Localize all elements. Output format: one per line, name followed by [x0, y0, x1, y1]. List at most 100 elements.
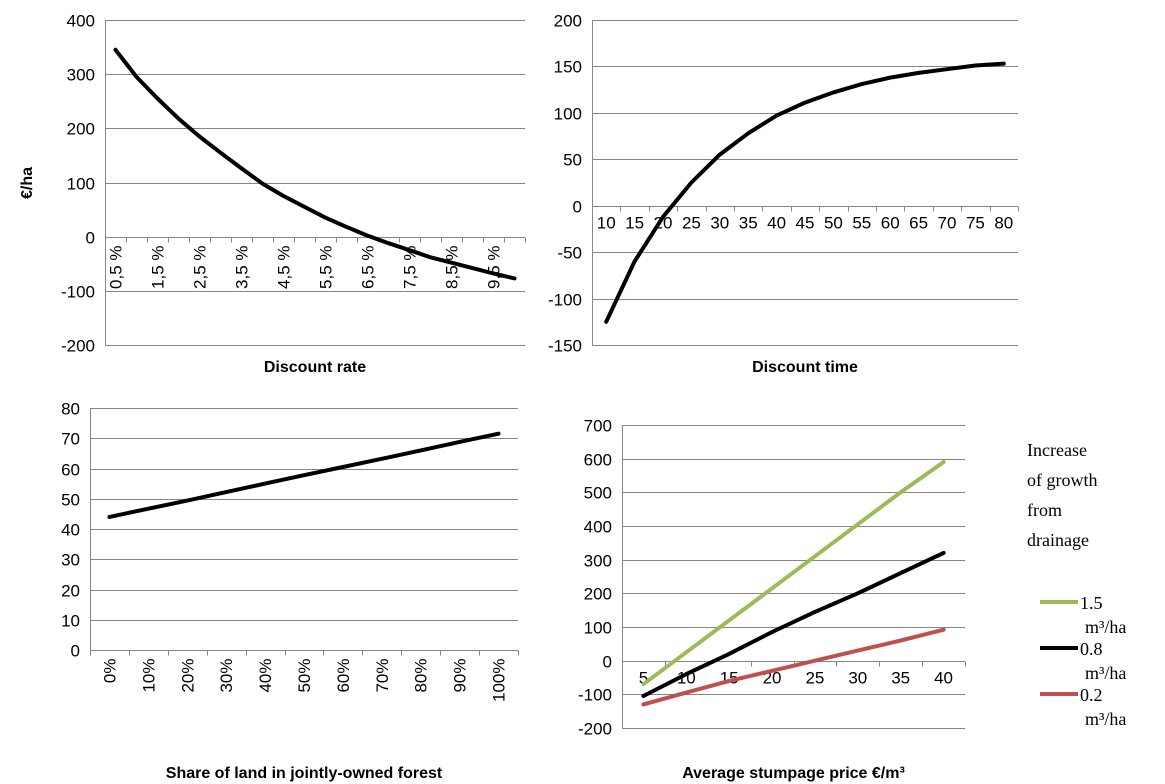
y-tick-label: 400	[67, 12, 95, 31]
x-axis-title: Average stumpage price €/m³	[682, 765, 905, 782]
x-tick-label: 50	[824, 214, 843, 233]
y-tick-label: 0	[573, 198, 582, 217]
x-tick-label: 25	[682, 214, 701, 233]
y-tick-label: 300	[584, 552, 612, 571]
x-tick-label: 30	[710, 214, 729, 233]
x-tick-label: 40	[934, 669, 953, 688]
x-tick-label: 10%	[139, 659, 158, 693]
x-tick-label: 70%	[373, 659, 392, 693]
legend-entry-label: 1.5	[1080, 593, 1103, 613]
y-tick-label: 100	[584, 619, 612, 638]
x-tick-label: 45	[796, 214, 815, 233]
series-line	[641, 550, 946, 698]
x-tick-label: 3,5 %	[233, 246, 252, 289]
x-tick-label: 9,5 %	[485, 246, 504, 289]
y-tick-label: 150	[554, 58, 582, 77]
y-tick-label: -150	[548, 337, 582, 356]
y-tick-label: 100	[67, 175, 95, 194]
y-tick-label: 200	[584, 585, 612, 604]
x-tick-label: 20%	[178, 659, 197, 693]
x-tick-label: 30%	[217, 659, 236, 693]
x-tick-label: 4,5 %	[275, 246, 294, 289]
x-tick-label: 60%	[334, 659, 353, 693]
legend-title: drainage	[1027, 530, 1089, 550]
x-axis-title: Discount time	[752, 359, 858, 376]
y-tick-label: 600	[584, 451, 612, 470]
x-tick-label: 6,5 %	[359, 246, 378, 289]
x-tick-label: 35	[739, 214, 758, 233]
y-tick-label: 200	[554, 12, 582, 31]
y-tick-label: 40	[61, 521, 80, 540]
y-tick-label: 70	[61, 430, 80, 449]
x-tick-label: 80	[994, 214, 1013, 233]
x-axis-title: Discount rate	[264, 359, 366, 376]
x-tick-label: 7,5 %	[401, 246, 420, 289]
y-tick-label: -100	[548, 291, 582, 310]
y-tick-label: 0	[603, 653, 612, 672]
x-tick-label: 0%	[100, 659, 119, 684]
x-tick-label: 100%	[490, 659, 509, 702]
x-tick-label: 70	[938, 214, 957, 233]
x-tick-label: 10	[597, 214, 616, 233]
x-tick-label: 5,5 %	[317, 246, 336, 289]
legend-entry-label: m³/ha	[1085, 617, 1126, 637]
y-tick-label: 60	[61, 461, 80, 480]
x-tick-label: 50%	[295, 659, 314, 693]
x-axis-title: Share of land in jointly-owned forest	[166, 765, 443, 782]
series-line	[113, 47, 517, 281]
x-tick-label: 35	[891, 669, 910, 688]
x-tick-label: 40%	[256, 659, 275, 693]
chart-share-of-land: 0 10 20 30 40 50 60 70 80 0% 10% 20% 30% 40% 50% 60% 70%…	[61, 400, 519, 782]
x-tick-label: 15	[625, 214, 644, 233]
y-tick-label: 10	[61, 612, 80, 631]
y-tick-label: 20	[61, 582, 80, 601]
legend-entry-label: 0.2	[1080, 685, 1103, 705]
x-tick-label: 40	[767, 214, 786, 233]
x-tick-label: 55	[852, 214, 871, 233]
y-tick-label: 30	[61, 551, 80, 570]
series-line	[641, 627, 946, 707]
legend-entry-label: m³/ha	[1085, 663, 1126, 683]
chart-discount-rate: -200 -100 0 100 200 300 400 0,5 % 1,5 % 2,5 % 3,5 …	[19, 12, 526, 376]
legend-entry-label: 0.8	[1080, 639, 1103, 659]
y-tick-label: -100	[578, 686, 612, 705]
series-line	[604, 61, 1006, 324]
legend-entry-label: m³/ha	[1085, 709, 1126, 729]
x-tick-label: 1,5 %	[149, 246, 168, 289]
y-tick-label: -200	[61, 337, 95, 356]
y-tick-label: 500	[584, 484, 612, 503]
y-tick-label: 50	[61, 491, 80, 510]
x-tick-label: 5	[639, 669, 648, 688]
series-line	[107, 431, 501, 519]
x-tick-label: 8,5 %	[443, 246, 462, 289]
series-line	[641, 460, 946, 687]
y-tick-label: -200	[578, 720, 612, 739]
x-tick-label: 80%	[412, 659, 431, 693]
y-tick-label: 80	[61, 400, 80, 419]
y-tick-label: 0	[71, 642, 80, 661]
x-tick-label: 0,5 %	[107, 246, 126, 289]
y-tick-label: -100	[61, 283, 95, 302]
legend-title: from	[1027, 500, 1062, 520]
x-tick-label: 2,5 %	[191, 246, 210, 289]
y-tick-label: 700	[584, 417, 612, 436]
y-tick-label: 400	[584, 518, 612, 537]
x-tick-label: 60	[881, 214, 900, 233]
y-tick-label: 0	[86, 229, 95, 248]
x-tick-label: 30	[848, 669, 867, 688]
x-tick-label: 65	[909, 214, 928, 233]
y-tick-label: 300	[67, 66, 95, 85]
legend-title: Increase	[1027, 440, 1087, 460]
y-tick-label: 100	[554, 105, 582, 124]
y-tick-label: 200	[67, 120, 95, 139]
y-tick-label: -50	[557, 244, 582, 263]
y-tick-label: 50	[563, 151, 582, 170]
y-axis-title: €/ha	[19, 167, 36, 199]
x-tick-label: 75	[966, 214, 985, 233]
x-tick-label: 25	[805, 669, 824, 688]
legend-title: of growth	[1027, 470, 1098, 490]
